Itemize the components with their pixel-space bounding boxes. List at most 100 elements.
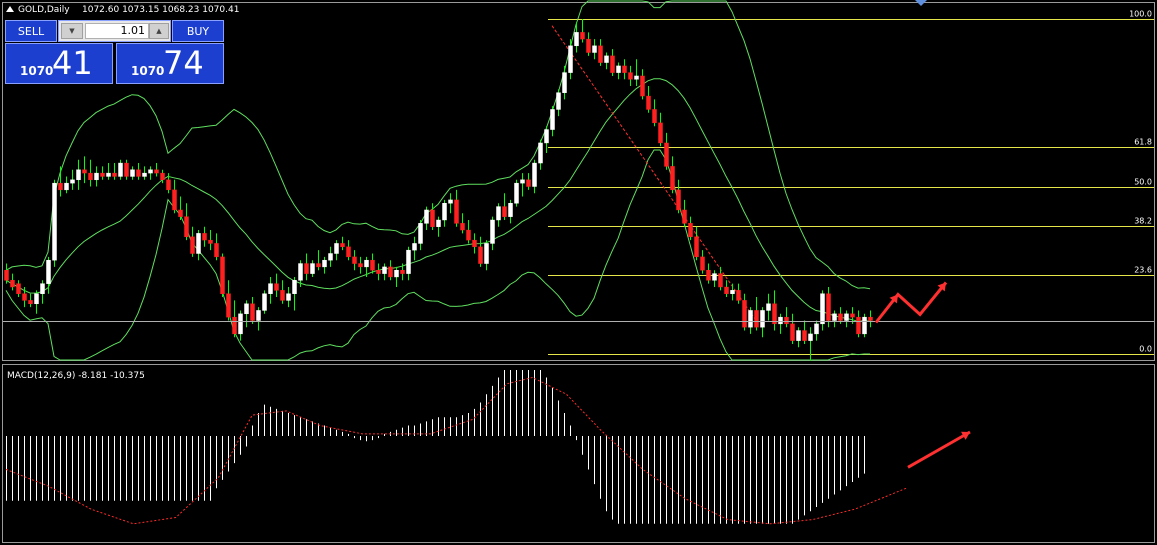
candle (628, 65, 633, 86)
candle (844, 310, 849, 328)
candle (466, 220, 471, 244)
candle-body-bear (472, 239, 477, 248)
candle (496, 203, 501, 227)
candle (436, 216, 441, 237)
candle (586, 32, 591, 56)
lot-decrease-icon[interactable]: ▼ (61, 23, 83, 39)
candle-body-bear (718, 273, 723, 288)
candle-body-bear (460, 223, 465, 231)
fib-label-38.2: 38.2 (1134, 217, 1152, 226)
candle-body-bear (826, 293, 831, 321)
candle-body-bear (346, 246, 351, 258)
buy-button[interactable]: BUY (172, 20, 224, 42)
candle (52, 179, 57, 267)
candle-body-bear (166, 179, 171, 191)
candle-body-bear (454, 199, 459, 224)
candle-body-bull (94, 172, 99, 181)
candle-body-bear (16, 283, 21, 294)
candle-body-bear (22, 293, 27, 301)
candle (154, 163, 159, 177)
candle (526, 173, 531, 190)
candle-body-bull (262, 293, 267, 311)
candle-body-bear (370, 259, 375, 271)
candle (262, 290, 267, 314)
forecast-path (874, 281, 948, 324)
candle-body-bull (844, 313, 849, 321)
buy-price-box[interactable]: 1070 74 (116, 43, 224, 84)
candle (442, 199, 447, 227)
candle-body-bear (4, 270, 9, 281)
sell-button[interactable]: SELL (5, 20, 57, 42)
candle-body-bull (562, 72, 567, 93)
candle-body-bull (34, 293, 39, 305)
candle-body-bull (196, 233, 201, 254)
candle (64, 176, 69, 194)
candle (664, 132, 669, 170)
candle (196, 230, 201, 261)
candle-body-bear (304, 263, 309, 274)
candle (868, 310, 873, 328)
candle-body-bear (676, 189, 681, 211)
candle (370, 253, 375, 274)
candle-body-bull (730, 290, 735, 294)
macd-histogram (6, 370, 865, 524)
fib-label-23.6: 23.6 (1134, 266, 1152, 275)
scroll-marker-icon[interactable] (915, 0, 927, 6)
candle-body-bear (664, 142, 669, 167)
candle-body-bull (574, 32, 579, 47)
candle-body-bull (544, 129, 549, 144)
candle (364, 256, 369, 277)
candle (166, 173, 171, 194)
candle-body-bull (244, 303, 249, 315)
candle-body-bull (142, 172, 147, 177)
candle (334, 240, 339, 261)
candle-body-bull (820, 293, 825, 325)
candle (340, 236, 345, 251)
candle-body-bear (358, 263, 363, 268)
candle-body-bull (592, 45, 597, 53)
candle-body-bull (130, 169, 135, 177)
candle-body-bear (526, 179, 531, 187)
candle (280, 280, 285, 304)
one-click-trading-panel: SELL ▼ 1.01 ▲ BUY 1070 41 1070 74 (5, 20, 224, 84)
candle-body-bear (202, 233, 207, 241)
candle (256, 307, 261, 331)
candle (46, 256, 51, 294)
bollinger-lower (5, 149, 870, 361)
candle-body-bear (622, 65, 627, 73)
ohlc-label: 1072.60 1073.15 1068.23 1070.41 (82, 5, 239, 15)
forecast-arrowhead-1 (889, 294, 898, 304)
candle-body-bull (292, 280, 297, 294)
candle (88, 159, 93, 187)
candle (412, 236, 417, 261)
candle-body-bull (238, 313, 243, 335)
sell-price-box[interactable]: 1070 41 (5, 43, 113, 84)
candle (658, 112, 663, 147)
candle-body-bear (208, 239, 213, 244)
candle (286, 287, 291, 308)
fib-label-61.8: 61.8 (1134, 138, 1152, 147)
candle-body-bull (118, 162, 123, 177)
candle-body-bull (76, 169, 81, 181)
candle-body-bear (136, 169, 141, 177)
candle-body-bear (100, 172, 105, 177)
bollinger-middle (5, 78, 871, 322)
candle-body-bear (580, 32, 585, 40)
lot-size-input[interactable]: 1.01 (85, 23, 149, 39)
candle (292, 276, 297, 311)
candle (532, 159, 537, 194)
candle-body-bull (364, 259, 369, 268)
candle-body-bull (334, 243, 339, 254)
candle-body-bull (418, 223, 423, 244)
buy-price-prefix: 1070 (131, 64, 165, 78)
candle-body-bull (46, 259, 51, 284)
candle-body-bull (760, 310, 765, 328)
forecast-arrowhead-2 (937, 282, 946, 292)
candle (712, 270, 717, 287)
fib-label-0.0: 0.0 (1139, 345, 1152, 354)
candle-body-bull (442, 203, 447, 221)
symbol-triangle-icon (6, 6, 14, 12)
candle (376, 263, 381, 281)
lot-increase-icon[interactable]: ▲ (149, 23, 169, 39)
